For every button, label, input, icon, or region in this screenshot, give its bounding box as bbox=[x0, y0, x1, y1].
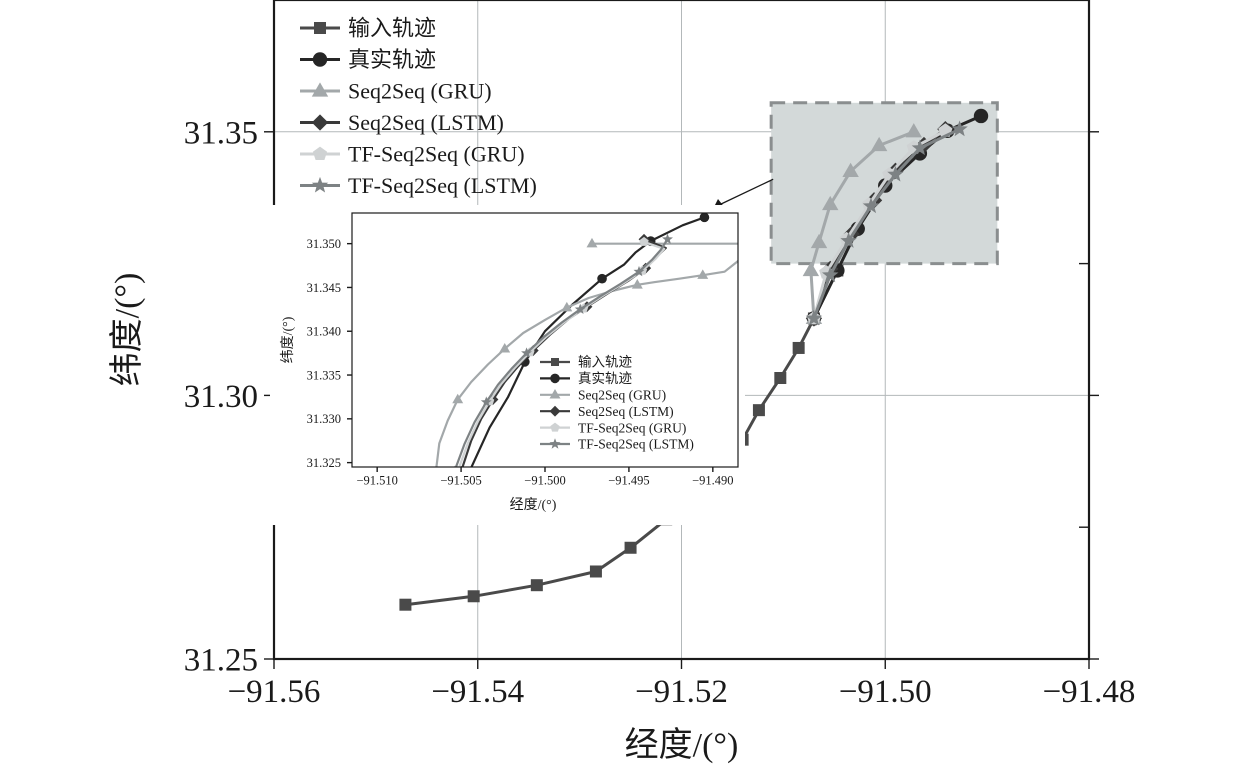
inset-x-tick-label: −91.500 bbox=[524, 474, 565, 488]
y-tick-label: 31.30 bbox=[184, 379, 258, 415]
inset-series-group bbox=[435, 213, 738, 467]
inset-series-tf-seq2seq-lstm-point bbox=[574, 303, 586, 314]
inset-series-seq2seq-gru-point bbox=[631, 279, 643, 289]
inset-series-tf-seq2seq-lstm-point bbox=[633, 265, 645, 277]
inset-legend-input-label: 输入轨迹 bbox=[578, 355, 632, 370]
x-tick-label: −91.48 bbox=[1043, 674, 1136, 710]
inset-series-tf-seq2seq-lstm-point bbox=[521, 347, 532, 358]
inset-series-tf-seq2seq-lstm-point bbox=[480, 396, 492, 407]
legend-ground-truth-marker bbox=[312, 52, 328, 67]
inset-legend-seq2seq-gru-marker bbox=[549, 389, 561, 399]
series-ground-truth-point bbox=[973, 108, 989, 124]
inset-y-tick-label: 31.350 bbox=[307, 237, 341, 251]
series-input-point bbox=[774, 372, 787, 385]
inset-y-axis-label: 纬度/(°) bbox=[280, 316, 296, 363]
inset-plot: −91.510 −91.505 −91.500 −91.495 −91.490 31.32… bbox=[270, 205, 745, 525]
inset-x-tick-label: −91.505 bbox=[440, 474, 481, 488]
inset-legend-tf-seq2seq-lstm-label: TF-Seq2Seq (LSTM) bbox=[578, 437, 694, 452]
inset-series-tf-seq2seq-gru-point bbox=[639, 236, 649, 246]
inset-x-tick-label: −91.490 bbox=[692, 474, 733, 488]
series-input-point bbox=[589, 565, 602, 578]
series-seq2seq-gru-point bbox=[870, 136, 888, 152]
series-tf-seq2seq-lstm-point bbox=[805, 309, 823, 326]
inset-x-tick-label: −91.495 bbox=[608, 474, 649, 488]
inset-legend-seq2seq-lstm-marker bbox=[549, 405, 561, 417]
inset-series-tf-seq2seq-lstm-line bbox=[454, 238, 669, 467]
series-tf-seq2seq-lstm-point bbox=[887, 165, 904, 182]
series-seq2seq-gru-point bbox=[802, 261, 820, 277]
inset-series-tf-seq2seq-gru-line bbox=[458, 240, 666, 467]
series-seq2seq-gru-point bbox=[842, 162, 859, 177]
legend-seq2seq-gru-marker bbox=[311, 82, 329, 97]
series-input-point bbox=[624, 541, 637, 554]
inset-legend-ground-truth-label: 真实轨迹 bbox=[578, 371, 632, 386]
x-tick-label: −91.50 bbox=[839, 674, 932, 710]
inset-y-tick-label: 31.340 bbox=[307, 325, 341, 339]
series-input-point bbox=[752, 404, 765, 417]
series-tf-seq2seq-lstm-point bbox=[951, 120, 968, 137]
main-plot: −91.56 −91.54 −91.52 −91.50 −91.48 31.25 31.30… bbox=[108, 0, 1135, 764]
legend-input-label: 输入轨迹 bbox=[348, 16, 436, 41]
zoom-arrow-line bbox=[718, 178, 774, 206]
inset-series-seq2seq-gru-point bbox=[561, 301, 573, 312]
y-axis-label: 纬度/(°) bbox=[108, 273, 146, 387]
series-input-point bbox=[399, 598, 412, 611]
series-tf-seq2seq-lstm-point bbox=[911, 139, 929, 156]
legend-input-marker bbox=[314, 22, 326, 34]
inset-legend-tf-seq2seq-gru-marker bbox=[550, 422, 560, 432]
legend-seq2seq-gru-label: Seq2Seq (GRU) bbox=[348, 79, 492, 104]
x-tick-label: −91.54 bbox=[431, 674, 524, 710]
series-seq2seq-gru-point bbox=[905, 123, 922, 138]
legend-ground-truth-label: 真实轨迹 bbox=[348, 47, 436, 72]
inset-y-tick-label: 31.345 bbox=[307, 281, 341, 295]
series-tf-seq2seq-lstm-point bbox=[862, 197, 880, 214]
inset-series-seq2seq-gru-point bbox=[586, 237, 598, 248]
legend-tf-seq2seq-lstm-label: TF-Seq2Seq (LSTM) bbox=[348, 173, 537, 198]
inset-series-seq2seq-gru-point bbox=[452, 393, 464, 404]
inset-legend-tf-seq2seq-lstm-marker bbox=[549, 438, 561, 449]
x-tick-label: −91.52 bbox=[635, 674, 728, 710]
inset-x-axis-label: 经度/(°) bbox=[510, 497, 557, 513]
legend-seq2seq-lstm-label: Seq2Seq (LSTM) bbox=[348, 110, 504, 135]
inset-y-tick-label: 31.325 bbox=[307, 456, 341, 470]
legend-seq2seq-lstm-marker bbox=[311, 114, 329, 131]
inset-legend-input-marker bbox=[551, 358, 559, 366]
series-seq2seq-gru-point bbox=[810, 233, 828, 249]
inset-legend-tf-seq2seq-gru-label: TF-Seq2Seq (GRU) bbox=[578, 420, 686, 435]
series-tf-seq2seq-lstm-point bbox=[822, 266, 839, 283]
series-tf-seq2seq-lstm-point bbox=[840, 232, 857, 248]
inset-series-ground-truth-line bbox=[470, 216, 705, 467]
y-tick-label: 31.35 bbox=[184, 115, 258, 151]
inset-legend-seq2seq-gru-label: Seq2Seq (GRU) bbox=[578, 388, 666, 403]
series-input-point bbox=[530, 579, 543, 592]
series-input-point bbox=[792, 341, 805, 354]
inset-series-seq2seq-gru-point bbox=[499, 342, 511, 353]
inset-series-seq2seq-gru-point bbox=[697, 269, 709, 279]
x-tick-label: −91.56 bbox=[228, 674, 321, 710]
inset-series-ground-truth-point bbox=[699, 213, 710, 223]
legend-tf-seq2seq-gru-label: TF-Seq2Seq (GRU) bbox=[348, 142, 525, 167]
inset-y-tick-label: 31.335 bbox=[307, 368, 341, 382]
x-axis-label: 经度/(°) bbox=[625, 726, 739, 764]
inset-legend-ground-truth-marker bbox=[550, 373, 560, 384]
series-input-point bbox=[467, 590, 480, 603]
legend-tf-seq2seq-lstm-marker bbox=[311, 176, 329, 193]
inset-series-ground-truth-point bbox=[597, 273, 607, 284]
inset-x-tick-label: −91.510 bbox=[356, 474, 397, 488]
inset-legend-seq2seq-lstm-label: Seq2Seq (LSTM) bbox=[578, 404, 674, 419]
series-seq2seq-gru-point bbox=[822, 195, 839, 211]
legend-tf-seq2seq-gru-marker bbox=[312, 146, 328, 160]
inset-series-tf-seq2seq-lstm-point bbox=[662, 233, 673, 244]
inset-y-tick-label: 31.330 bbox=[307, 412, 341, 426]
y-tick-label: 31.25 bbox=[184, 643, 258, 679]
